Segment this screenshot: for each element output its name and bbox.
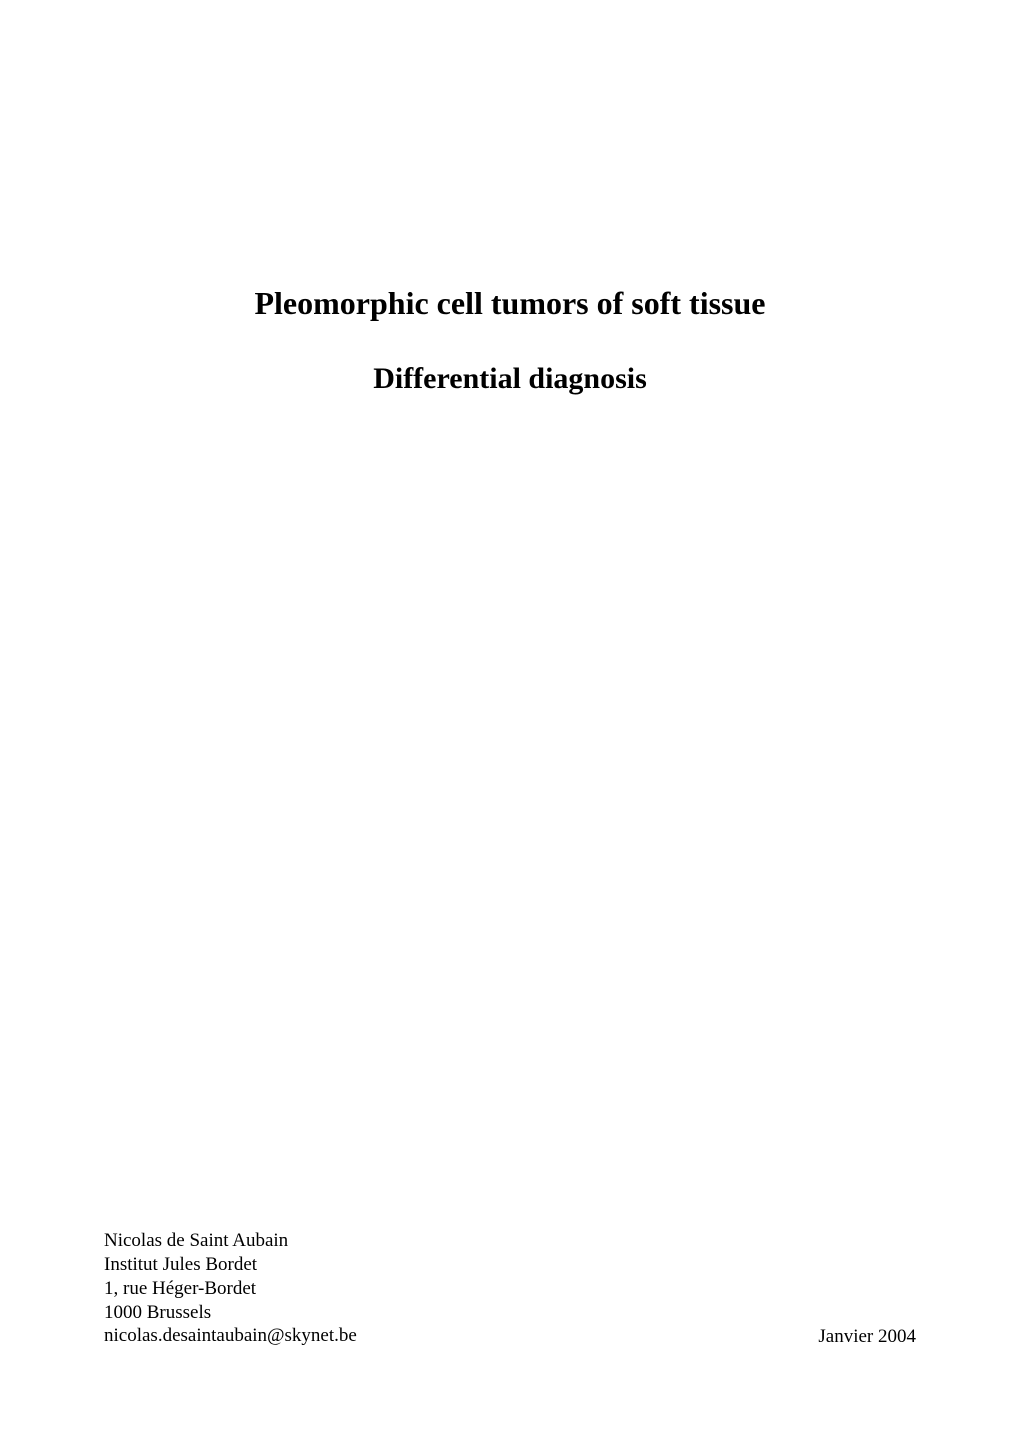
author-institution: Institut Jules Bordet (104, 1253, 357, 1277)
main-title: Pleomorphic cell tumors of soft tissue (104, 285, 916, 322)
author-block: Nicolas de Saint Aubain Institut Jules B… (104, 1229, 357, 1348)
author-city: 1000 Brussels (104, 1301, 357, 1325)
footer-section: Nicolas de Saint Aubain Institut Jules B… (104, 1229, 916, 1348)
document-page: Pleomorphic cell tumors of soft tissue D… (0, 0, 1020, 1443)
title-section: Pleomorphic cell tumors of soft tissue D… (104, 285, 916, 396)
subtitle: Differential diagnosis (104, 362, 916, 396)
author-email: nicolas.desaintaubain@skynet.be (104, 1324, 357, 1348)
author-name: Nicolas de Saint Aubain (104, 1229, 357, 1253)
author-address: 1, rue Héger-Bordet (104, 1277, 357, 1301)
date-text: Janvier 2004 (818, 1326, 916, 1348)
